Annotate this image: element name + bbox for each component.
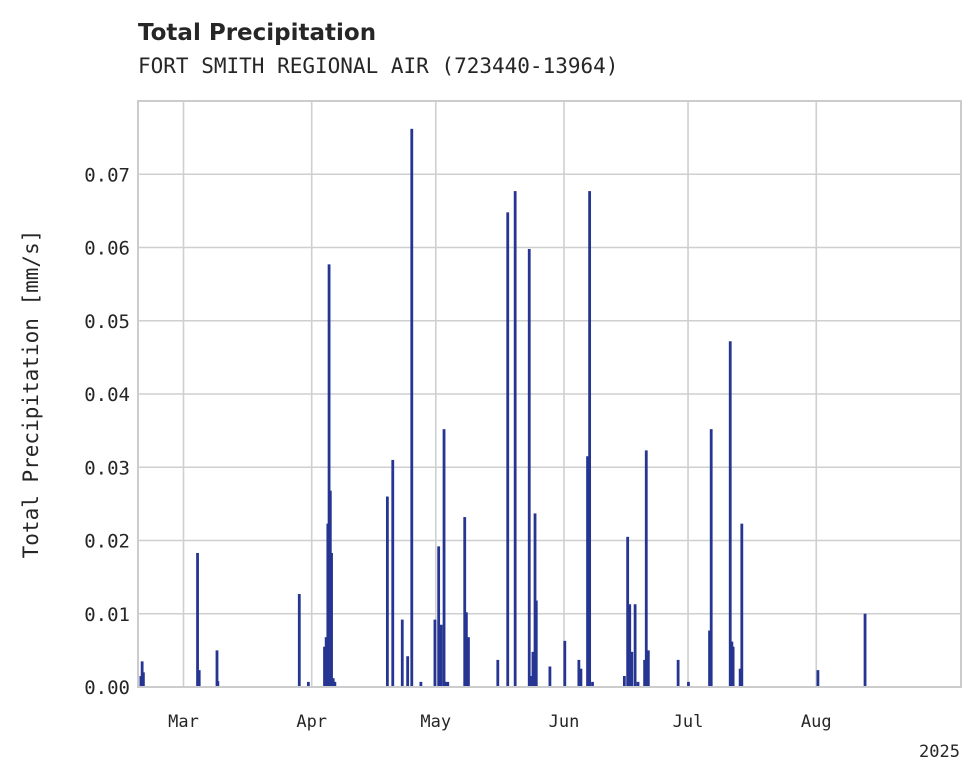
precip-bar (297, 593, 301, 687)
precip-bar (467, 637, 470, 687)
precip-bar (391, 459, 395, 687)
precip-bar (577, 659, 581, 687)
precip-bar (687, 681, 690, 687)
precip-bar (464, 612, 468, 687)
precip-bar (738, 668, 742, 687)
x-tick-label: Mar (168, 712, 199, 732)
y-tick-label: 0.00 (84, 677, 130, 699)
y-tick-label: 0.06 (84, 238, 130, 260)
y-tick-label: 0.07 (84, 164, 130, 186)
precip-bar (563, 640, 567, 687)
precip-bar (626, 536, 630, 687)
precip-bar (437, 546, 441, 687)
precip-bar (433, 619, 437, 687)
precip-bar (141, 672, 145, 687)
precip-bar (534, 600, 538, 687)
precip-bar (591, 681, 594, 687)
y-tick-labels: 0.00 0.01 0.02 0.03 0.04 0.05 0.06 0.07 (84, 164, 130, 699)
precip-bar (531, 651, 535, 687)
precip-bar (406, 656, 410, 687)
precip-bar (463, 517, 467, 687)
x-tick-label: Aug (801, 712, 832, 732)
precip-bar (410, 128, 414, 688)
precip-bar (548, 666, 552, 687)
y-tick-label: 0.05 (84, 311, 130, 333)
precip-bar (646, 650, 650, 688)
chart-title: Total Precipitation (138, 20, 376, 46)
precip-bar (630, 651, 634, 687)
bar-series (139, 128, 867, 688)
precip-bar (740, 523, 744, 687)
precip-bar (579, 668, 583, 687)
precip-bar (323, 646, 326, 687)
precip-bar (197, 670, 201, 687)
precip-bar (446, 681, 450, 687)
x-tick-labels: Mar Apr May Jun Jul Aug (168, 712, 831, 732)
precip-bar (644, 450, 648, 687)
x-tick-label: Jun (549, 712, 580, 732)
precip-bar (586, 456, 589, 687)
precip-bar (622, 676, 626, 687)
x-tick-label: May (420, 712, 451, 732)
precip-bar (439, 624, 443, 687)
precip-bar (443, 681, 447, 687)
precip-bar (513, 191, 517, 687)
x-offset-label: 2025 (919, 742, 960, 762)
precip-bar (330, 552, 333, 687)
x-tick-label: Apr (296, 712, 327, 732)
chart-subtitle: FORT SMITH REGIONAL AIR (723440-13964) (138, 54, 618, 78)
precip-bar (324, 637, 328, 687)
y-tick-label: 0.02 (84, 531, 130, 553)
precip-bar (676, 659, 680, 687)
precip-bar (731, 646, 735, 687)
precip-bar (628, 604, 632, 687)
precip-bar (215, 650, 219, 688)
precip-bar (643, 659, 647, 687)
precip-bar (633, 604, 637, 687)
precip-bar (533, 513, 537, 687)
precip-bar (196, 552, 199, 687)
precip-bar (529, 676, 532, 687)
precip-bar (419, 681, 423, 687)
precip-bar (709, 429, 713, 687)
y-axis-label: Total Precipitation [mm/s] (19, 230, 43, 559)
y-tick-label: 0.03 (84, 457, 130, 479)
grid (138, 101, 961, 687)
precip-bar (708, 630, 711, 687)
precip-bar (863, 613, 867, 687)
precip-bar (442, 429, 446, 687)
plot-frame (137, 100, 962, 688)
precip-bar (216, 681, 220, 687)
precip-bar (636, 681, 640, 687)
precip-bar (400, 619, 404, 687)
precip-bar (333, 681, 337, 687)
precip-bar (306, 681, 310, 687)
precip-bar (527, 248, 531, 687)
precip-bar (331, 678, 335, 687)
precip-bar (496, 659, 500, 687)
precip-bar (327, 264, 331, 687)
precip-bar (728, 341, 732, 687)
precip-bar (506, 212, 510, 687)
y-tick-label: 0.04 (84, 384, 130, 406)
precip-bar (588, 191, 592, 687)
x-tick-label: Jul (673, 712, 704, 732)
precip-bar (385, 496, 389, 687)
precip-bar (816, 670, 820, 687)
y-tick-label: 0.01 (84, 604, 130, 626)
